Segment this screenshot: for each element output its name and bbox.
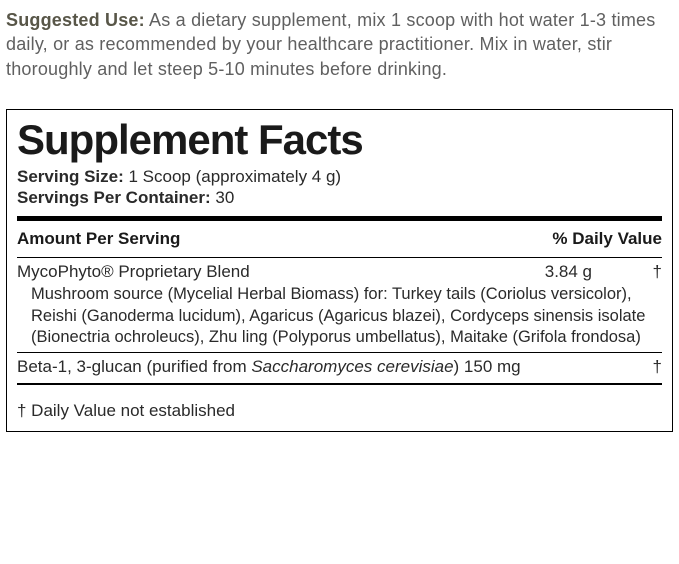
serving-size-line: Serving Size: 1 Scoop (approximately 4 g… [17,166,662,187]
header-daily-value: % Daily Value [552,229,662,249]
servings-per-container-value: 30 [211,188,235,207]
ingredient-row: MycoPhyto® Proprietary Blend 3.84 g † [17,262,662,282]
ingredient-name-italic: Saccharomyces cerevisiae [251,357,453,376]
ingredient-name: MycoPhyto® Proprietary Blend [17,262,532,282]
ingredient-description: Mushroom source (Mycelial Herbal Biomass… [17,284,662,347]
ingredient-dv: † [622,262,662,282]
supplement-facts-panel: Supplement Facts Serving Size: 1 Scoop (… [6,109,673,432]
rule-thin-header [17,257,662,258]
header-amount-per-serving: Amount Per Serving [17,229,552,249]
servings-per-container-line: Servings Per Container: 30 [17,187,662,208]
rule-thin-mid [17,352,662,353]
column-header-row: Amount Per Serving % Daily Value [17,227,662,253]
suggested-use-block: Suggested Use: As a dietary supplement, … [6,8,673,81]
rule-med-bottom [17,383,662,385]
servings-per-container-label: Servings Per Container: [17,188,211,207]
ingredient-dv: † [622,357,662,377]
serving-size-value: 1 Scoop (approximately 4 g) [124,167,341,186]
suggested-use-label: Suggested Use: [6,10,145,30]
serving-size-label: Serving Size: [17,167,124,186]
rule-thick-top [17,216,662,221]
daily-value-footnote: † Daily Value not established [17,391,662,423]
ingredient-name: Beta-1, 3-glucan (purified from Saccharo… [17,357,532,377]
ingredient-name-suffix: ) 150 mg [454,357,521,376]
ingredient-amount: 3.84 g [532,262,622,282]
ingredient-row: Beta-1, 3-glucan (purified from Saccharo… [17,357,662,377]
panel-title: Supplement Facts [17,116,662,164]
ingredient-name-prefix: Beta-1, 3-glucan (purified from [17,357,251,376]
